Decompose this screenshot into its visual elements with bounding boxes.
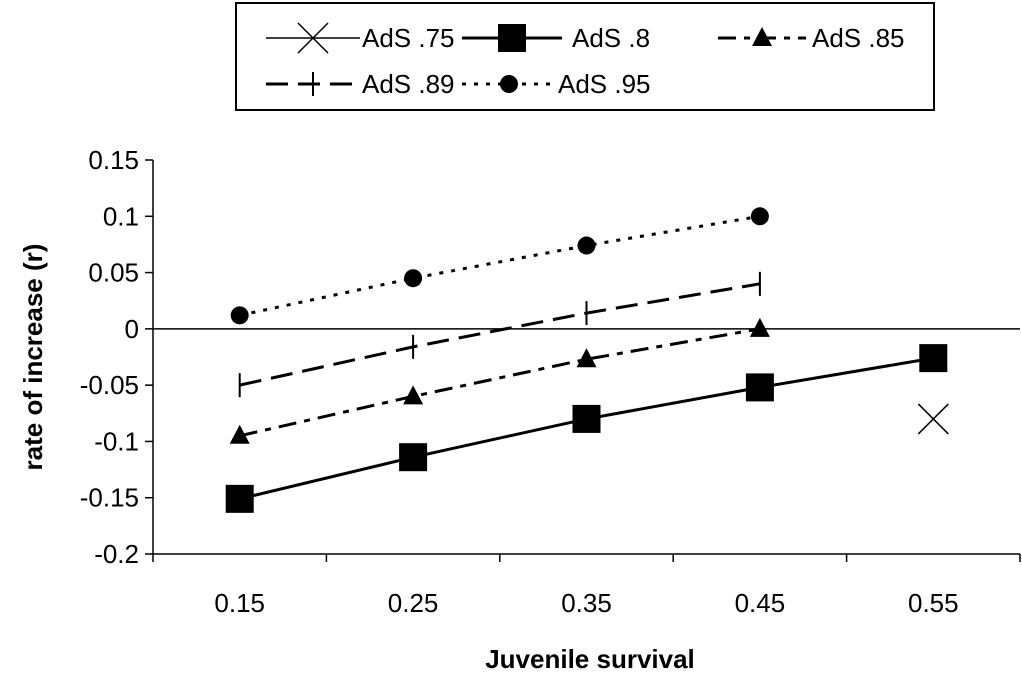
legend-item-ads-85: AdS .85	[718, 23, 905, 53]
series-ads-8-point	[225, 484, 254, 513]
series-ads-85	[229, 317, 770, 444]
series-ads-95-point	[577, 236, 596, 255]
series-ads-85-point	[749, 317, 770, 337]
series-ads-89	[238, 271, 761, 398]
y-tick-label: -0.2	[94, 539, 139, 569]
legend-marker	[500, 75, 518, 93]
series-ads-85-point	[403, 385, 424, 405]
x-tick-label: 0.25	[388, 588, 439, 618]
legend-marker	[752, 27, 772, 46]
legend-item-ads-75: AdS .75	[266, 22, 455, 54]
legend-label: AdS .85	[812, 23, 905, 53]
legend-label: AdS .95	[558, 69, 651, 99]
y-tick-label: -0.15	[80, 483, 139, 513]
series-ads-75-point	[917, 403, 949, 435]
series-ads-8-point	[919, 344, 948, 373]
series-ads-95-point	[230, 306, 249, 325]
legend-item-ads-95: AdS .95	[462, 69, 651, 99]
series-ads-8-point	[399, 443, 428, 472]
legend-label: AdS .89	[362, 69, 455, 99]
y-tick-label: -0.1	[94, 426, 139, 456]
y-tick-label: 0.15	[88, 145, 139, 175]
legend-label: AdS .8	[572, 23, 650, 53]
y-tick-label: 0	[125, 314, 139, 344]
series-ads-95	[230, 207, 769, 325]
x-tick-label: 0.15	[214, 588, 265, 618]
legend-marker	[498, 24, 526, 52]
x-axis-title: Juvenile survival	[485, 644, 695, 673]
y-axis-title: rate of increase (r)	[18, 244, 48, 471]
plot-area: 0.15 0.1 0.05 0 -0.05 -0.1 -0.15 -0.2 0.15 0.25 0.…	[80, 145, 1021, 618]
x-marker-stroke	[917, 403, 949, 435]
legend-marker	[297, 22, 329, 54]
legend-box	[235, 2, 935, 111]
legend: AdS .75 AdS .8 AdS .85 AdS .89 AdS .95	[235, 2, 935, 111]
series-ads-85-point	[576, 348, 597, 368]
series-ads-95-point	[750, 207, 769, 226]
x-marker-stroke	[297, 22, 329, 54]
series-ads-85-point	[229, 424, 250, 444]
y-tick-label: 0.1	[103, 201, 139, 231]
series-ads-8-point	[745, 373, 774, 402]
series-ads-8	[225, 344, 948, 513]
x-tick-label: 0.45	[735, 588, 786, 618]
series-ads-89-line	[239, 282, 761, 387]
legend-item-ads-89: AdS .89	[266, 69, 455, 99]
series-layer	[225, 207, 949, 513]
y-tick-label: -0.05	[80, 370, 139, 400]
series-ads-95-point	[404, 269, 423, 288]
legend-item-ads-8: AdS .8	[462, 23, 650, 53]
y-tick-label: 0.05	[88, 258, 139, 288]
x-tick-label: 0.35	[561, 588, 612, 618]
series-ads-85-line	[239, 327, 761, 438]
series-ads-8-point	[572, 404, 601, 433]
series-ads-95-line	[239, 214, 761, 317]
legend-label: AdS .75	[362, 23, 455, 53]
series-ads-75	[917, 403, 949, 435]
x-tick-label: 0.55	[908, 588, 959, 618]
